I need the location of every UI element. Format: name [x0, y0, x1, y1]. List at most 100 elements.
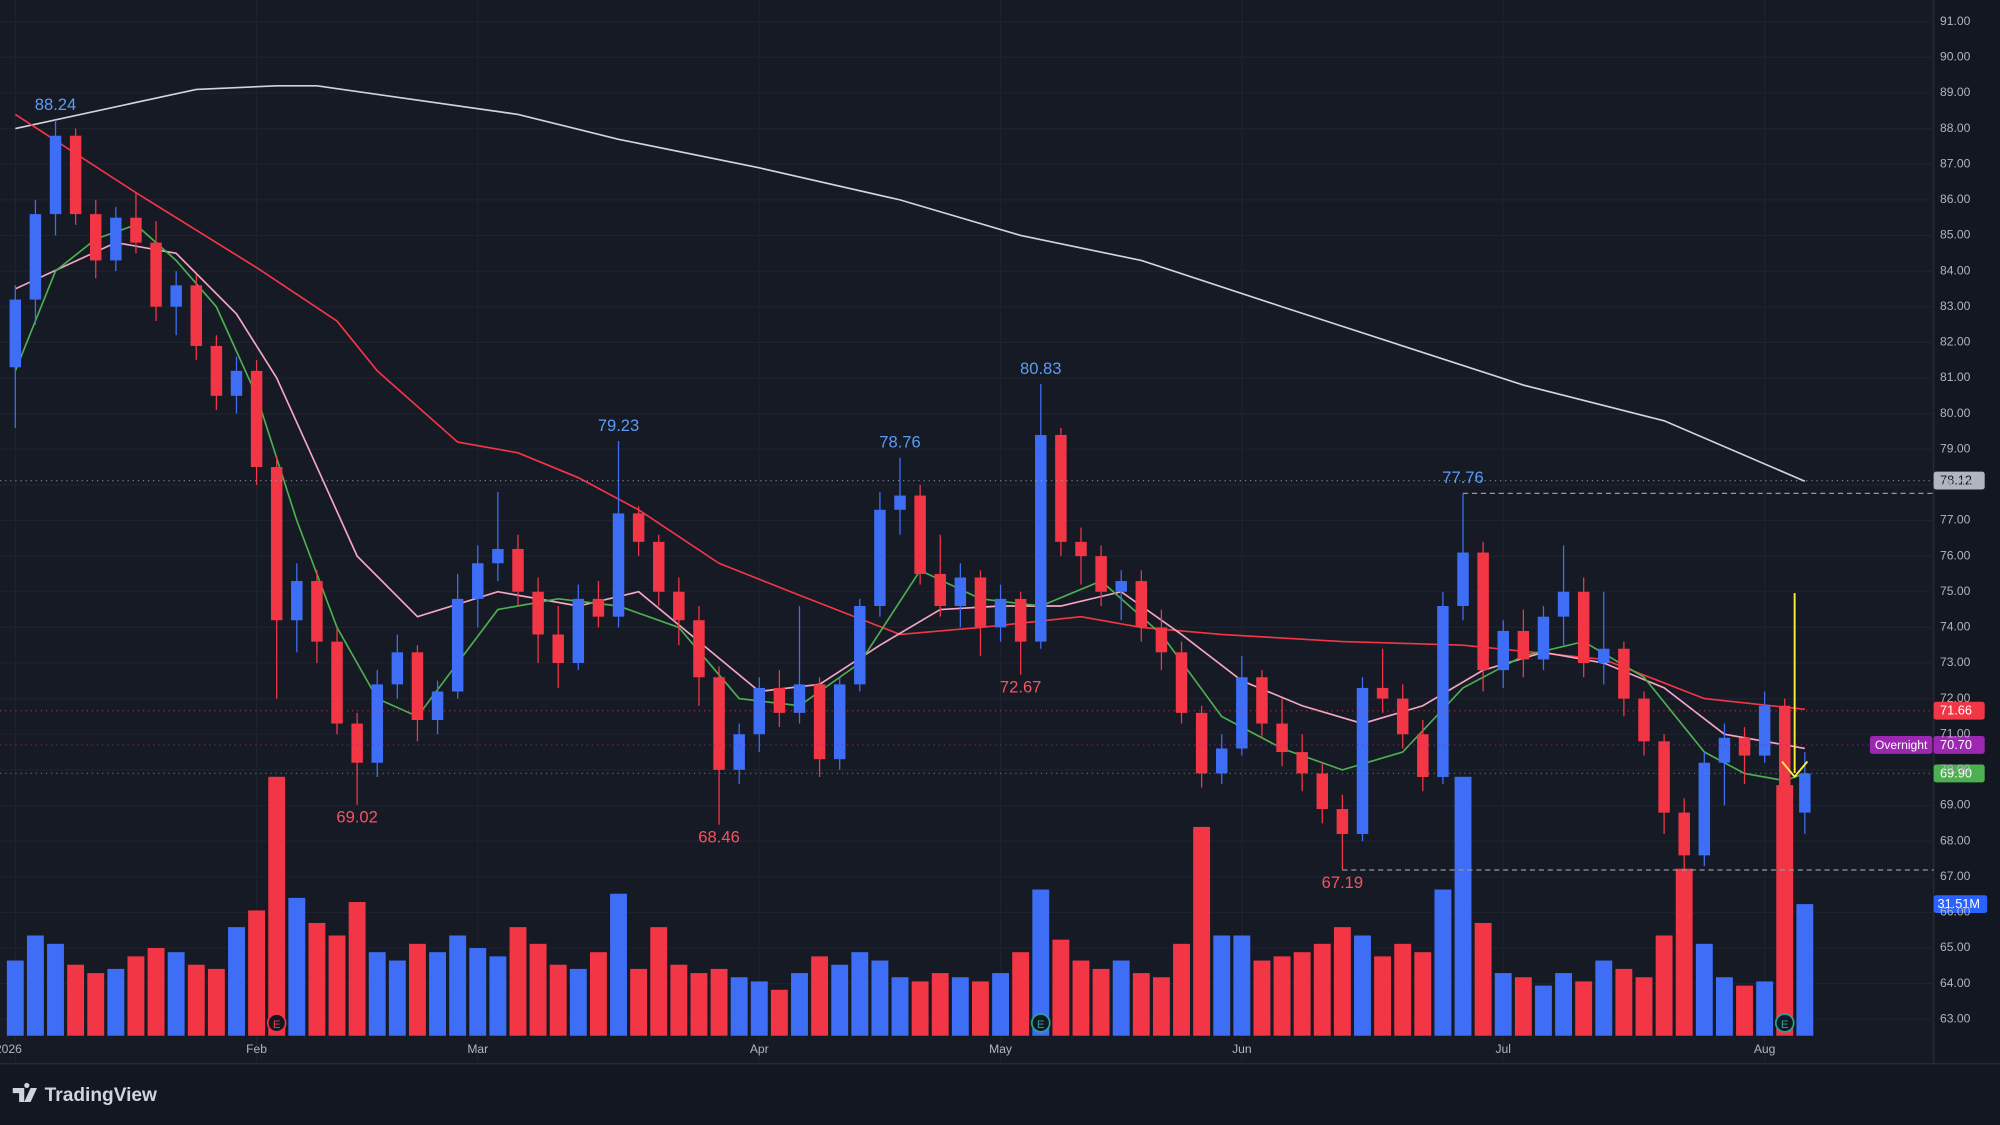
x-tick-label: Mar [467, 1042, 488, 1056]
volume-bar [791, 973, 808, 1036]
candle-body [1517, 630, 1530, 660]
volume-bar [187, 964, 205, 1036]
moving-average [14, 241, 1805, 750]
extreme-label: 68.46 [698, 828, 740, 847]
candle-body [914, 495, 926, 574]
volume-bar [972, 981, 989, 1036]
candle-body [793, 684, 806, 713]
candle-body [472, 563, 484, 599]
y-tick-label: 79.00 [1940, 441, 1971, 455]
x-tick-label: Jul [1495, 1042, 1510, 1056]
candle-body [1135, 581, 1148, 628]
volume-bar [569, 968, 587, 1036]
x-tick-label: Apr [750, 1042, 769, 1056]
candle-body [1035, 434, 1047, 642]
candle-body [532, 591, 544, 635]
price-badge-label: 78.12 [1940, 473, 1972, 488]
brand: TradingView [45, 1085, 157, 1106]
y-tick-label: 89.00 [1940, 85, 1971, 99]
x-tick-label: 2026 [0, 1042, 22, 1056]
volume-bar [1474, 922, 1492, 1036]
candle-body [693, 620, 705, 678]
volume-bar [288, 897, 306, 1036]
y-tick-label: 67.00 [1940, 869, 1971, 883]
volume-bar [268, 776, 286, 1036]
candle-body [1718, 737, 1731, 763]
candle-body [813, 684, 826, 760]
y-tick-label: 90.00 [1940, 50, 1971, 64]
y-tick-label: 69.00 [1940, 798, 1971, 812]
candle-body [331, 641, 343, 724]
volume-bar [1494, 973, 1512, 1036]
x-tick-label: Feb [246, 1042, 267, 1056]
volume-bar [1273, 956, 1291, 1036]
candle-body [1236, 677, 1248, 749]
volume-bar [1695, 943, 1713, 1036]
volume-bar [1796, 904, 1814, 1036]
y-tick-label: 82.00 [1940, 335, 1971, 349]
y-tick-label: 63.00 [1940, 1011, 1971, 1025]
candle-body [9, 299, 22, 368]
moving-average [14, 113, 1805, 711]
candle-body [1678, 812, 1690, 856]
volume-bar [1132, 973, 1150, 1036]
volume-bar [1655, 935, 1673, 1036]
y-tick-label: 68.00 [1940, 833, 1971, 847]
volume-bar [1333, 927, 1351, 1036]
y-tick-label: 73.00 [1940, 655, 1971, 669]
session-tag-label: Overnight [1875, 738, 1928, 752]
candle-body [632, 513, 645, 542]
y-tick-label: 74.00 [1940, 620, 1971, 634]
y-tick-label: 77.00 [1940, 513, 1971, 527]
volume-bar [47, 943, 64, 1036]
candle-body [1577, 591, 1590, 663]
overlays: 88.24 69.02 79.23 68.46 78.76 72.67 80.83 67.19… [0, 95, 1988, 1033]
volume-bar [610, 893, 627, 1036]
volume-bar [931, 973, 949, 1036]
volume-bar [670, 964, 688, 1036]
candle-body [713, 677, 725, 770]
candle-body [1195, 712, 1208, 774]
candle-body [351, 723, 363, 763]
candle-body [1537, 616, 1550, 660]
volume-bar [1152, 977, 1170, 1036]
volume-bar [1112, 960, 1130, 1036]
volume-bar [831, 964, 849, 1036]
moving-average [14, 223, 1806, 782]
volume-bar [1213, 935, 1231, 1036]
y-tick-label: 84.00 [1940, 263, 1971, 277]
candle-body [1598, 648, 1610, 663]
volume-bar [1313, 943, 1331, 1036]
price-badge [1933, 701, 1985, 720]
candle-body [431, 691, 444, 720]
volume-bar [1434, 889, 1452, 1036]
earnings-label: E [273, 1019, 281, 1031]
volume-bar [1595, 960, 1613, 1036]
volume-bar [1635, 977, 1653, 1036]
candle-body [994, 598, 1007, 628]
moving-average [15, 85, 1806, 483]
candles [9, 120, 1811, 913]
candle-body [1014, 598, 1027, 642]
volume-bar [549, 964, 567, 1036]
price-badge [1933, 764, 1985, 783]
volume-bar [1032, 889, 1050, 1036]
extreme-label: 72.67 [1000, 678, 1042, 697]
candle-body [270, 467, 283, 621]
candle-body [411, 652, 424, 720]
volume-bar [1072, 960, 1090, 1036]
volume-bar [348, 902, 366, 1036]
volume-bar [871, 960, 889, 1036]
candle-body [69, 135, 82, 215]
volume-bar [308, 922, 326, 1036]
extreme-label: 77.76 [1442, 468, 1484, 487]
extreme-label: 67.19 [1322, 873, 1364, 892]
candle-body [1698, 762, 1711, 856]
y-tick-label: 66.00 [1940, 905, 1971, 919]
candle-body [492, 548, 504, 564]
candle-body [230, 370, 243, 396]
volume-bar [730, 977, 748, 1036]
candle-body [1618, 648, 1630, 699]
price-badge-label: 71.66 [1940, 703, 1972, 718]
